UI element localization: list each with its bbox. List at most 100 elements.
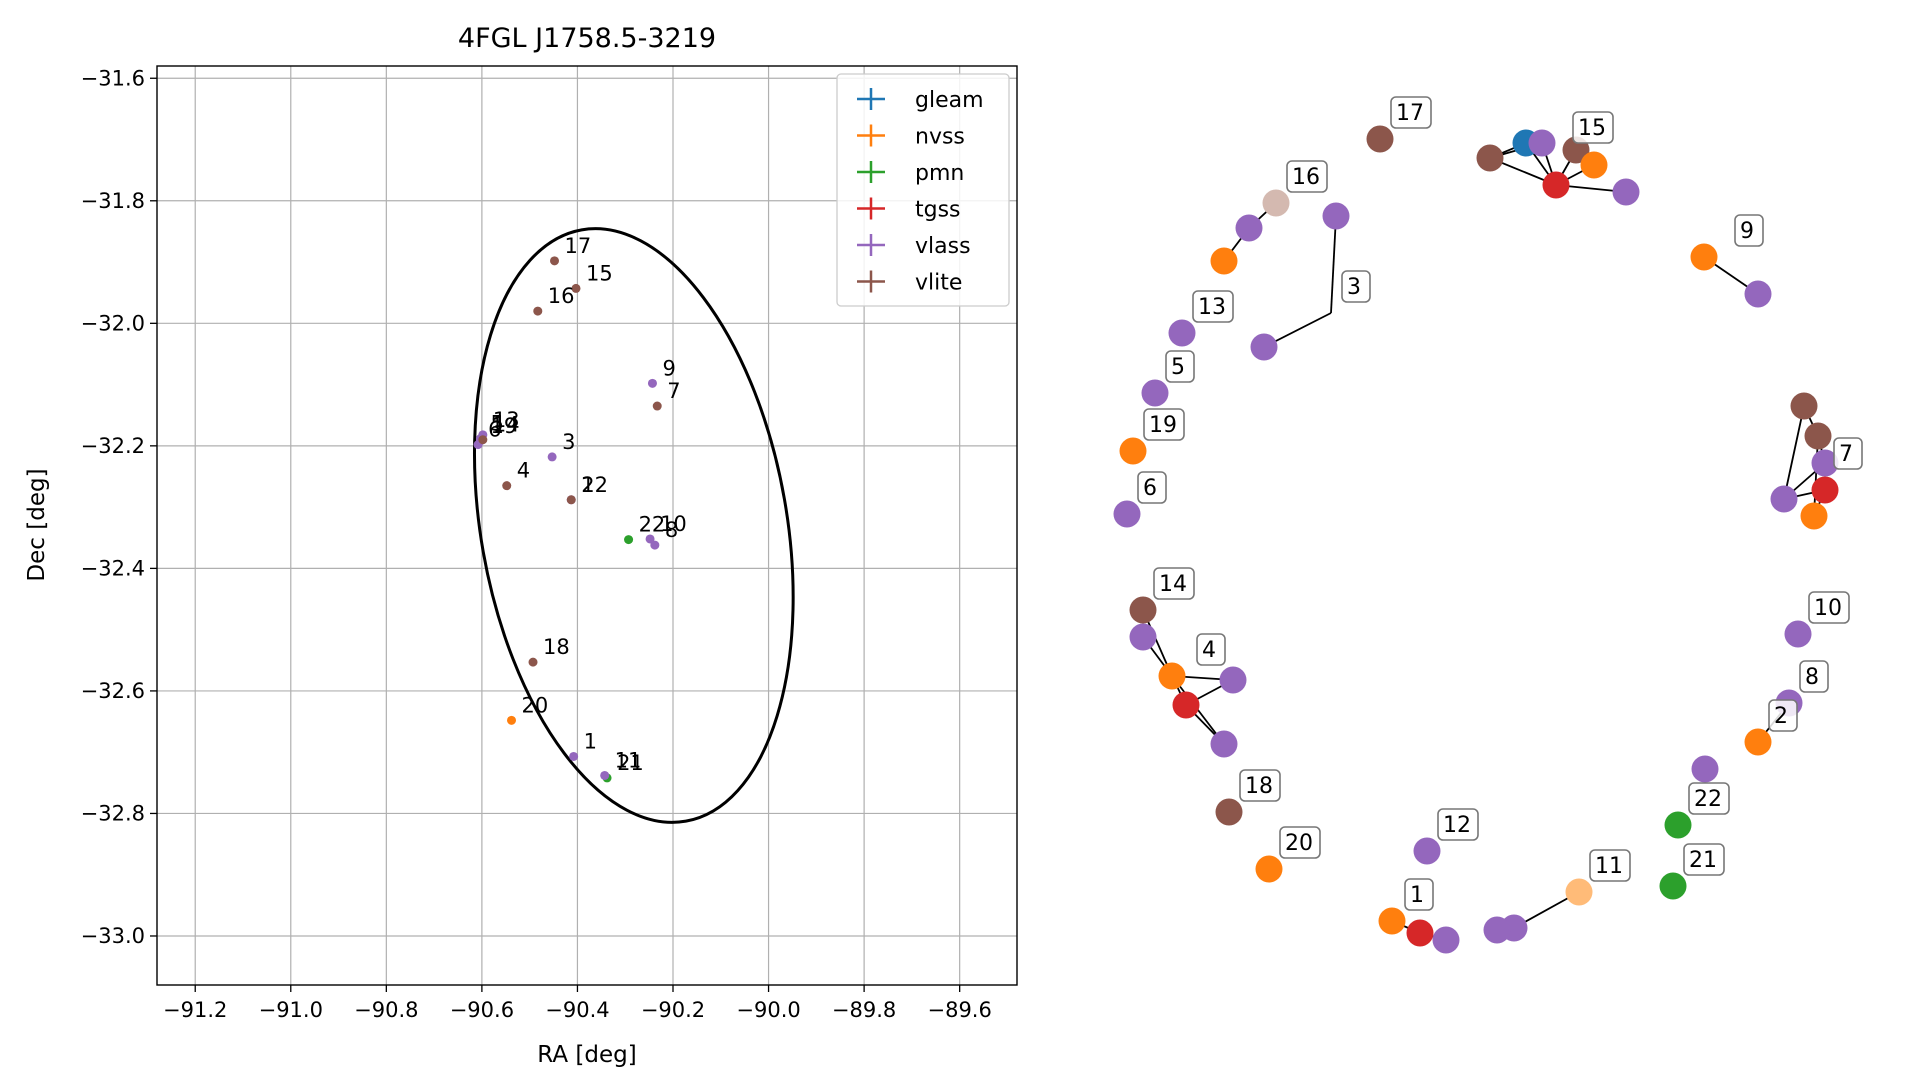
network-node xyxy=(1790,392,1818,420)
node-label-box xyxy=(1572,111,1614,144)
data-point-vlite xyxy=(550,256,560,266)
y-tick-label: −32.6 xyxy=(81,679,145,703)
node-label: 2 xyxy=(1774,704,1788,729)
y-tick-label: −32.2 xyxy=(81,434,145,458)
network-node xyxy=(1413,837,1441,865)
point-label: 20 xyxy=(522,693,549,717)
point-label: 11 xyxy=(615,748,642,772)
network-node xyxy=(1811,476,1839,504)
data-point-vlite xyxy=(478,435,488,445)
node-label: 18 xyxy=(1245,774,1273,799)
grid xyxy=(157,66,1017,985)
node-label: 3 xyxy=(1347,275,1361,300)
x-tick-label: −91.2 xyxy=(163,998,227,1022)
legend-entry-vlass: vlass xyxy=(915,234,971,259)
point-label: 19 xyxy=(490,414,517,438)
data-point-pmn xyxy=(624,535,634,545)
network-node xyxy=(1784,620,1812,648)
node-label-box xyxy=(1239,769,1281,802)
data-point-vlass xyxy=(650,540,660,550)
node-label: 22 xyxy=(1694,787,1722,812)
y-tick-label: −32.0 xyxy=(81,311,145,335)
data-point-vlass xyxy=(547,452,557,462)
x-tick-label: −89.6 xyxy=(927,998,991,1022)
network-node xyxy=(1378,907,1406,935)
x-tick-label: −90.2 xyxy=(641,998,705,1022)
network-node xyxy=(1612,178,1640,206)
network-node xyxy=(1215,798,1243,826)
node-label-box xyxy=(1768,699,1798,732)
network-node xyxy=(1691,755,1719,783)
network-node xyxy=(1744,728,1772,756)
point-label: 2 xyxy=(581,473,594,497)
x-axis-ticks: −91.2 −91.0 −90.8 −90.6 −90.4 −90.2 −90.0 −89.8… xyxy=(163,985,992,1022)
x-tick-label: −89.8 xyxy=(832,998,896,1022)
network-node xyxy=(1811,449,1839,477)
y-tick-label: −33.0 xyxy=(81,924,145,948)
point-label: 3 xyxy=(562,430,575,454)
legend: gleam nvss pmn tgss vlass vlite xyxy=(836,73,1010,307)
node-label: 14 xyxy=(1159,572,1187,597)
data-point-vlass xyxy=(569,751,579,761)
node-label-box xyxy=(1153,567,1195,600)
data-point-vlass xyxy=(600,770,610,780)
point-label: 17 xyxy=(565,234,592,258)
network-node xyxy=(1366,125,1394,153)
point-label: 8 xyxy=(665,518,678,542)
data-point-vlite xyxy=(652,401,662,411)
data-point-vlass xyxy=(647,378,657,388)
node-label-box xyxy=(1165,350,1195,383)
y-tick-label: −31.6 xyxy=(81,66,145,90)
node-label-box xyxy=(1279,826,1321,859)
network-node xyxy=(1322,202,1350,230)
node-label-box xyxy=(1589,849,1631,882)
x-tick-label: −91.0 xyxy=(259,998,323,1022)
point-label: 16 xyxy=(548,284,575,308)
y-axis-ticks: −31.6 −31.8 −32.0 −32.2 −32.4 −32.6 −32.8 −33.0 xyxy=(81,66,157,948)
node-label-box xyxy=(1833,437,1863,470)
network-node xyxy=(1659,872,1687,900)
data-point-vlite xyxy=(528,657,538,667)
data-point-vlite xyxy=(502,481,512,491)
node-label: 5 xyxy=(1171,355,1185,380)
node-label-box xyxy=(1137,471,1167,504)
network-node xyxy=(1432,926,1460,954)
network-node xyxy=(1744,280,1772,308)
network-edges xyxy=(1142,142,1826,941)
network-node xyxy=(1262,189,1290,217)
network-node xyxy=(1528,129,1556,157)
legend-entry-pmn: pmn xyxy=(915,161,964,186)
node-label: 4 xyxy=(1202,638,1216,663)
node-label-box xyxy=(1683,843,1725,876)
network-node xyxy=(1129,596,1157,624)
node-label-box xyxy=(1799,660,1829,693)
node-label: 9 xyxy=(1740,219,1754,244)
network-node xyxy=(1250,333,1278,361)
point-label: 15 xyxy=(586,261,613,285)
legend-entry-tgss: tgss xyxy=(915,198,961,223)
network-node xyxy=(1168,319,1196,347)
network-node xyxy=(1113,500,1141,528)
point-label: 7 xyxy=(667,379,680,403)
node-label: 16 xyxy=(1292,165,1320,190)
network-node xyxy=(1483,916,1511,944)
node-label: 1 xyxy=(1410,883,1424,908)
legend-frame xyxy=(836,73,1010,307)
node-label: 21 xyxy=(1689,848,1717,873)
x-tick-label: −90.0 xyxy=(736,998,800,1022)
y-axis-label: Dec [deg] xyxy=(24,468,50,581)
x-tick-label: −90.4 xyxy=(545,998,609,1022)
node-label-box xyxy=(1734,214,1764,247)
network-node xyxy=(1119,437,1147,465)
point-label: 22 xyxy=(639,513,666,537)
network-node xyxy=(1210,247,1238,275)
y-tick-label: −32.4 xyxy=(81,556,145,580)
point-label: 13 xyxy=(493,408,520,432)
network-node xyxy=(1235,214,1263,242)
x-axis-label: RA [deg] xyxy=(537,1042,636,1068)
network-node xyxy=(1690,243,1718,271)
scatter-panel: 4FGL J1758.5-3219 2022219321081111351961… xyxy=(24,23,1018,1068)
